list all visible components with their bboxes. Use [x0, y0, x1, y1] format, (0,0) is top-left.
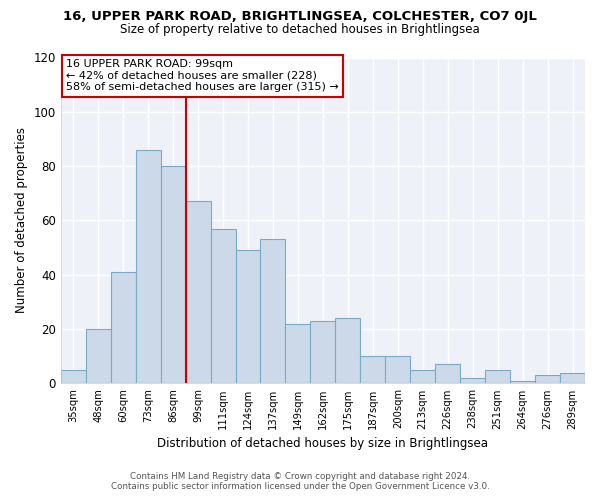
Bar — [535, 376, 560, 384]
Bar — [410, 370, 435, 384]
Bar — [510, 380, 535, 384]
Bar — [460, 378, 485, 384]
Text: Contains HM Land Registry data © Crown copyright and database right 2024.
Contai: Contains HM Land Registry data © Crown c… — [110, 472, 490, 491]
Bar — [111, 272, 136, 384]
Bar — [61, 370, 86, 384]
Bar — [435, 364, 460, 384]
Bar — [361, 356, 385, 384]
Bar — [86, 329, 111, 384]
Bar — [310, 321, 335, 384]
Text: Size of property relative to detached houses in Brightlingsea: Size of property relative to detached ho… — [120, 22, 480, 36]
Text: 16, UPPER PARK ROAD, BRIGHTLINGSEA, COLCHESTER, CO7 0JL: 16, UPPER PARK ROAD, BRIGHTLINGSEA, COLC… — [63, 10, 537, 23]
Bar — [286, 324, 310, 384]
Bar — [136, 150, 161, 384]
Y-axis label: Number of detached properties: Number of detached properties — [15, 128, 28, 314]
Bar — [260, 240, 286, 384]
Bar — [211, 228, 236, 384]
Bar — [161, 166, 185, 384]
Bar — [335, 318, 361, 384]
Bar — [560, 372, 585, 384]
Text: 16 UPPER PARK ROAD: 99sqm
← 42% of detached houses are smaller (228)
58% of semi: 16 UPPER PARK ROAD: 99sqm ← 42% of detac… — [66, 59, 339, 92]
Bar — [236, 250, 260, 384]
Bar — [185, 202, 211, 384]
X-axis label: Distribution of detached houses by size in Brightlingsea: Distribution of detached houses by size … — [157, 437, 488, 450]
Bar — [385, 356, 410, 384]
Bar — [485, 370, 510, 384]
